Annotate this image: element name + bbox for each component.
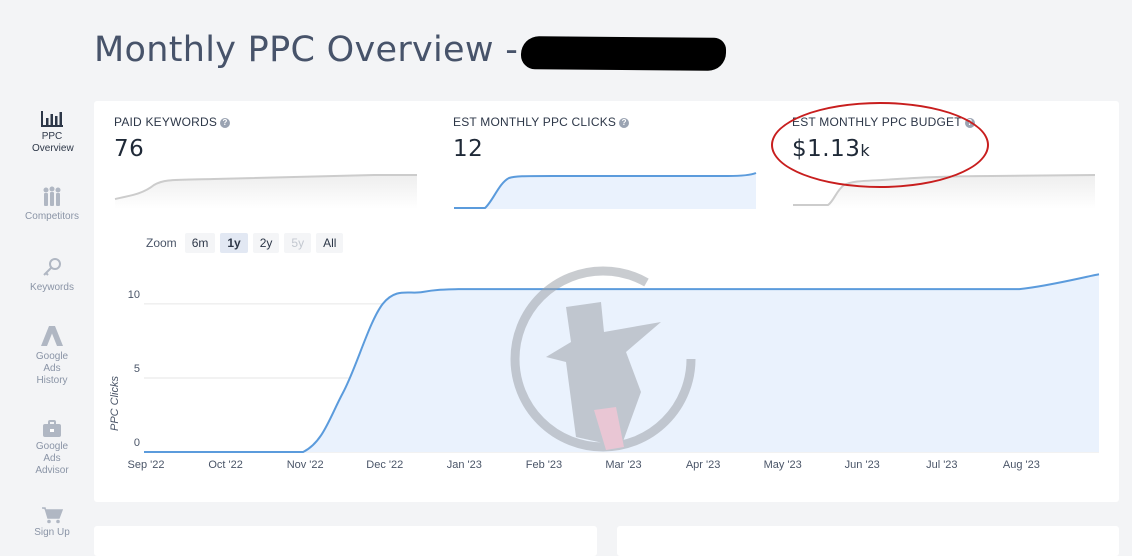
watermark-logo-icon	[510, 266, 696, 452]
help-icon[interactable]: ?	[220, 118, 231, 128]
bottom-card-left	[94, 526, 597, 556]
metric-value: 12	[453, 136, 484, 162]
sidebar-item-competitors[interactable]: Competitors	[0, 186, 104, 223]
x-tick-label: Oct '22	[208, 459, 243, 471]
redacted-domain	[520, 36, 727, 71]
page-title: Monthly PPC Overview -	[94, 30, 519, 70]
sidebar-item-label: PPC Overview	[32, 131, 74, 154]
metric-paid-keywords: PAID KEYWORDS? 76	[114, 101, 419, 211]
metric-label: PAID KEYWORDS?	[114, 115, 231, 129]
sidebar-item-google-ads-advisor[interactable]: Google Ads Advisor	[0, 420, 104, 477]
metric-ppc-clicks: EST MONTHLY PPC CLICKS? 12	[453, 101, 758, 211]
zoom-all-button[interactable]: All	[316, 233, 344, 253]
bar-chart-icon	[41, 111, 63, 127]
zoom-controls: Zoom 6m 1y 2y 5y All	[146, 233, 348, 253]
x-tick-label: Nov '22	[287, 459, 324, 471]
x-tick-label: Sep '22	[128, 459, 165, 471]
zoom-2y-button[interactable]: 2y	[252, 233, 280, 253]
zoom-6m-button[interactable]: 6m	[184, 233, 216, 253]
zoom-5y-button: 5y	[284, 233, 312, 253]
x-tick-label: Feb '23	[526, 459, 562, 471]
competitors-icon	[43, 186, 61, 206]
x-tick-label: Jun '23	[845, 459, 880, 471]
sidebar-item-label: Google Ads Advisor	[35, 441, 69, 476]
cart-icon	[42, 507, 63, 524]
key-icon	[43, 258, 61, 276]
x-tick-label: May '23	[764, 459, 802, 471]
x-tick-label: Mar '23	[605, 459, 641, 471]
sidebar-item-label: Google Ads History	[35, 351, 69, 386]
y-tick-label: 0	[134, 437, 140, 449]
sparkline-paid-keywords	[114, 174, 417, 209]
y-tick-label: 10	[128, 289, 140, 301]
metric-value: 76	[114, 136, 145, 162]
sidebar-item-keywords[interactable]: Keywords	[0, 257, 104, 294]
sparkline-ppc-clicks	[454, 172, 757, 209]
bottom-card-right	[617, 526, 1119, 556]
sidebar-item-ppc-overview[interactable]: PPC Overview	[0, 110, 104, 155]
sidebar-item-label: Keywords	[30, 282, 74, 293]
sidebar-item-google-ads-history[interactable]: Google Ads History	[0, 324, 104, 387]
y-tick-label: 5	[134, 363, 140, 375]
annotation-circle	[771, 102, 989, 188]
y-axis-label: PPC Clicks	[109, 376, 121, 432]
series-line	[144, 273, 1100, 453]
zoom-label: Zoom	[146, 236, 177, 250]
page-header: Monthly PPC Overview -	[94, 28, 518, 72]
help-icon[interactable]: ?	[619, 118, 630, 128]
metric-label: EST MONTHLY PPC CLICKS?	[453, 115, 630, 129]
sidebar-item-sign-up[interactable]: Sign Up	[0, 506, 104, 539]
x-tick-label: Jan '23	[447, 459, 482, 471]
x-tick-label: Aug '23	[1003, 459, 1040, 471]
google-ads-icon	[41, 326, 63, 346]
sidebar-item-label: Sign Up	[34, 527, 70, 538]
briefcase-icon	[43, 420, 61, 437]
x-tick-label: Dec '22	[366, 459, 403, 471]
x-tick-label: Apr '23	[686, 459, 721, 471]
sidebar-item-label: Competitors	[25, 211, 79, 222]
zoom-1y-button[interactable]: 1y	[220, 233, 248, 253]
x-tick-label: Jul '23	[926, 459, 957, 471]
